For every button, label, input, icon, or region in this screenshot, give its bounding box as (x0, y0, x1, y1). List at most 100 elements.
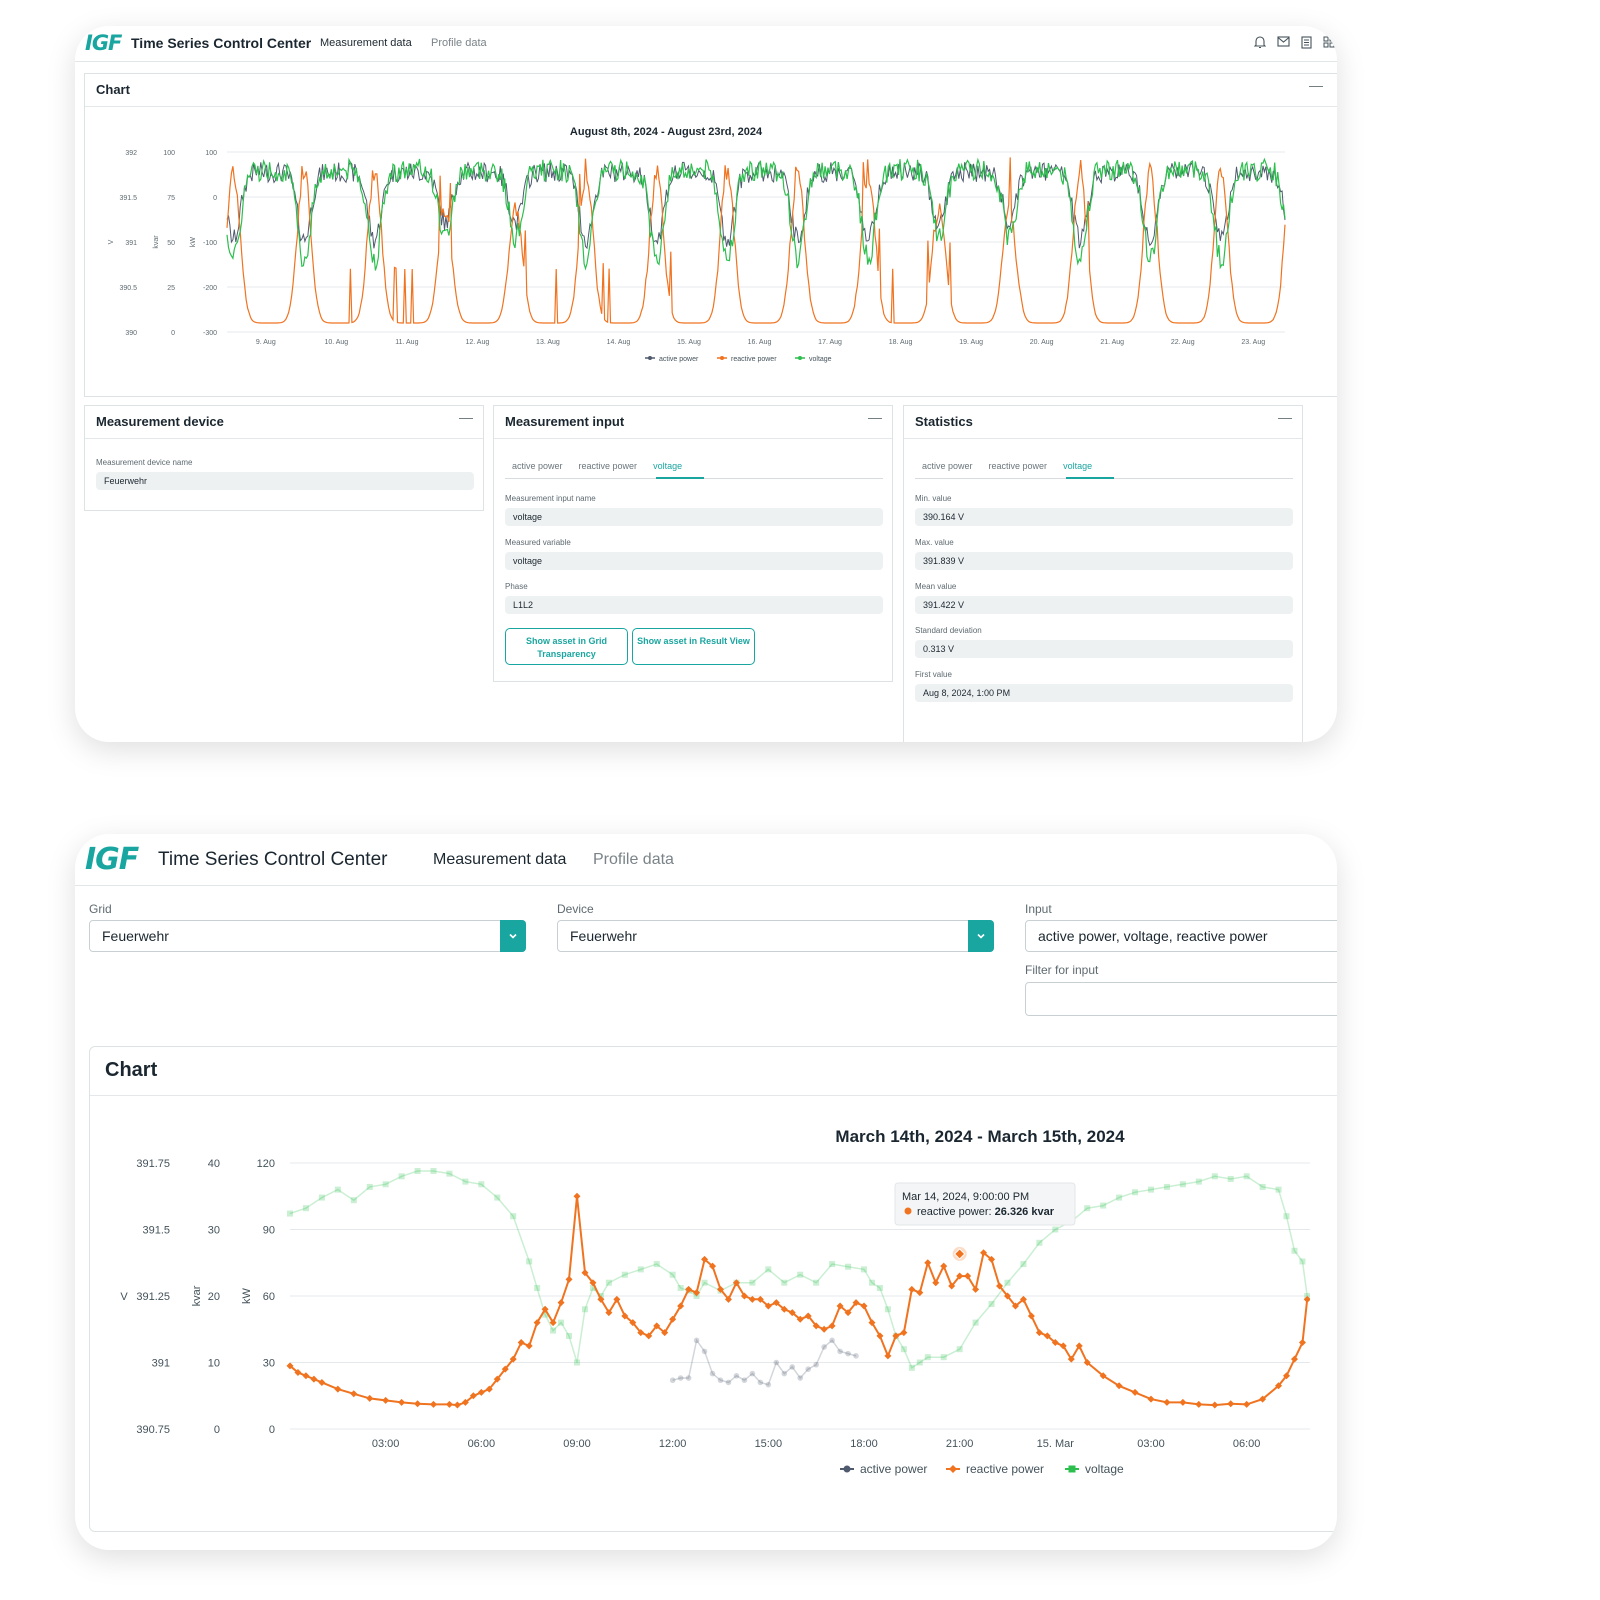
field-label: Standard deviation (915, 626, 982, 635)
data-point-voltage (534, 1285, 541, 1292)
y-tick-label: 60 (263, 1291, 275, 1303)
tooltip-value: 26.326 kvar (995, 1206, 1055, 1218)
x-tick-label: 06:00 (468, 1438, 496, 1450)
data-point-reactive-power (629, 1319, 637, 1327)
data-point-voltage (1132, 1189, 1139, 1196)
show-in-result-view-button[interactable]: Show asset in Result View (632, 628, 755, 665)
data-point-reactive-power (1259, 1395, 1267, 1403)
x-tick-label: 18. Aug (889, 339, 913, 346)
data-point-reactive-power (350, 1390, 358, 1398)
data-point-active-power (741, 1377, 748, 1384)
chevron-down-icon[interactable] (968, 920, 994, 952)
panel-title: Measurement device (96, 414, 224, 429)
legend-marker (648, 356, 652, 360)
data-point-reactive-power (1147, 1395, 1155, 1403)
data-point-reactive-power (900, 1329, 908, 1337)
tab-active-power[interactable]: active power (922, 461, 973, 471)
data-point-reactive-power (1163, 1398, 1171, 1406)
data-point-reactive-power (796, 1315, 804, 1323)
data-point-reactive-power (748, 1295, 756, 1303)
data-point-voltage (1004, 1279, 1011, 1286)
hover-point (953, 1248, 966, 1260)
data-point-voltage (414, 1167, 421, 1174)
data-point-reactive-power (477, 1388, 485, 1396)
minimize-button[interactable]: — (1309, 77, 1323, 93)
tooltip-series-name: reactive power: (917, 1206, 995, 1218)
apps-icon[interactable] (1322, 36, 1336, 50)
grid-select[interactable]: Feuerwehr (89, 920, 526, 952)
minimize-button[interactable]: — (1278, 409, 1292, 425)
y-tick-label: 25 (167, 285, 175, 292)
data-point-reactive-power (1179, 1398, 1187, 1406)
tab-voltage[interactable]: voltage (653, 461, 683, 471)
data-point-active-power (733, 1373, 740, 1379)
data-point-active-power (853, 1353, 859, 1359)
data-point-reactive-power (1283, 1372, 1291, 1380)
tab-reactive-power[interactable]: reactive power (988, 461, 1048, 471)
data-point-reactive-power (1303, 1295, 1310, 1303)
tab-voltage[interactable]: voltage (1063, 461, 1093, 471)
data-point-reactive-power (812, 1322, 820, 1330)
x-tick-label: 06:00 (1233, 1438, 1261, 1450)
data-point-reactive-power (493, 1375, 501, 1383)
data-point-voltage (1036, 1239, 1043, 1246)
data-point-reactive-power (541, 1305, 549, 1313)
data-point-voltage (398, 1173, 405, 1180)
data-point-reactive-power (756, 1295, 764, 1303)
data-point-voltage (1020, 1261, 1027, 1268)
data-point-reactive-power (852, 1299, 860, 1307)
data-point-reactive-power (980, 1249, 988, 1257)
legend-label: active power (860, 1462, 927, 1476)
field-label: Measurement device name (96, 458, 193, 467)
data-point-voltage (494, 1194, 501, 1201)
data-point-reactive-power (924, 1259, 932, 1267)
minimize-button[interactable]: — (459, 409, 473, 425)
data-point-active-power (805, 1366, 811, 1372)
y-tick-label: -200 (203, 285, 217, 292)
data-point-reactive-power (677, 1302, 685, 1310)
nav-measurement-data[interactable]: Measurement data (320, 37, 412, 49)
data-point-reactive-power (764, 1302, 772, 1310)
data-point-voltage (908, 1364, 915, 1371)
data-point-reactive-power (876, 1332, 884, 1340)
data-point-voltage (302, 1205, 309, 1212)
tab-active-power[interactable]: active power (512, 461, 563, 471)
mail-icon[interactable] (1276, 36, 1290, 50)
bell-icon[interactable] (1253, 36, 1267, 50)
chevron-down-icon[interactable] (500, 920, 526, 952)
nav-profile-data[interactable]: Profile data (431, 37, 487, 49)
app-header: IGF Time Series Control Center Measureme… (75, 26, 1337, 62)
data-point-reactive-power (940, 1262, 948, 1270)
input-select[interactable]: active power, voltage, reactive power (1025, 920, 1337, 952)
y-tick-label: 391.25 (136, 1291, 170, 1303)
y-tick-label: 10 (208, 1358, 220, 1370)
data-point-voltage (430, 1167, 437, 1174)
data-point-voltage (366, 1183, 373, 1190)
show-in-grid-transparency-button[interactable]: Show asset in Grid Transparency (505, 628, 628, 665)
minimize-button[interactable]: — (868, 409, 882, 425)
nav-profile-data[interactable]: Profile data (593, 851, 674, 868)
tab-reactive-power[interactable]: reactive power (578, 461, 638, 471)
device-select[interactable]: Feuerwehr (557, 920, 994, 952)
panel-title: Chart (96, 82, 130, 97)
data-point-voltage (765, 1266, 772, 1273)
filter-input[interactable] (1025, 982, 1337, 1016)
data-point-active-power (829, 1337, 835, 1344)
data-point-voltage (1163, 1183, 1170, 1190)
y-tick-label: 0 (213, 195, 217, 202)
data-point-voltage (621, 1271, 628, 1278)
data-point-reactive-power (621, 1312, 629, 1320)
data-point-voltage (1211, 1173, 1218, 1180)
data-point-voltage (884, 1306, 891, 1313)
x-tick-label: 09:00 (563, 1438, 591, 1450)
data-point-voltage (860, 1266, 867, 1273)
data-point-voltage (605, 1279, 612, 1286)
data-point-voltage (287, 1210, 293, 1217)
data-point-voltage (462, 1178, 469, 1185)
data-point-active-power (821, 1344, 827, 1350)
nav-measurement-data[interactable]: Measurement data (433, 851, 567, 868)
x-tick-label: 22. Aug (1171, 339, 1195, 346)
legend-label: active power (659, 356, 699, 363)
document-icon[interactable] (1299, 36, 1313, 50)
data-point-reactive-power (557, 1299, 565, 1307)
